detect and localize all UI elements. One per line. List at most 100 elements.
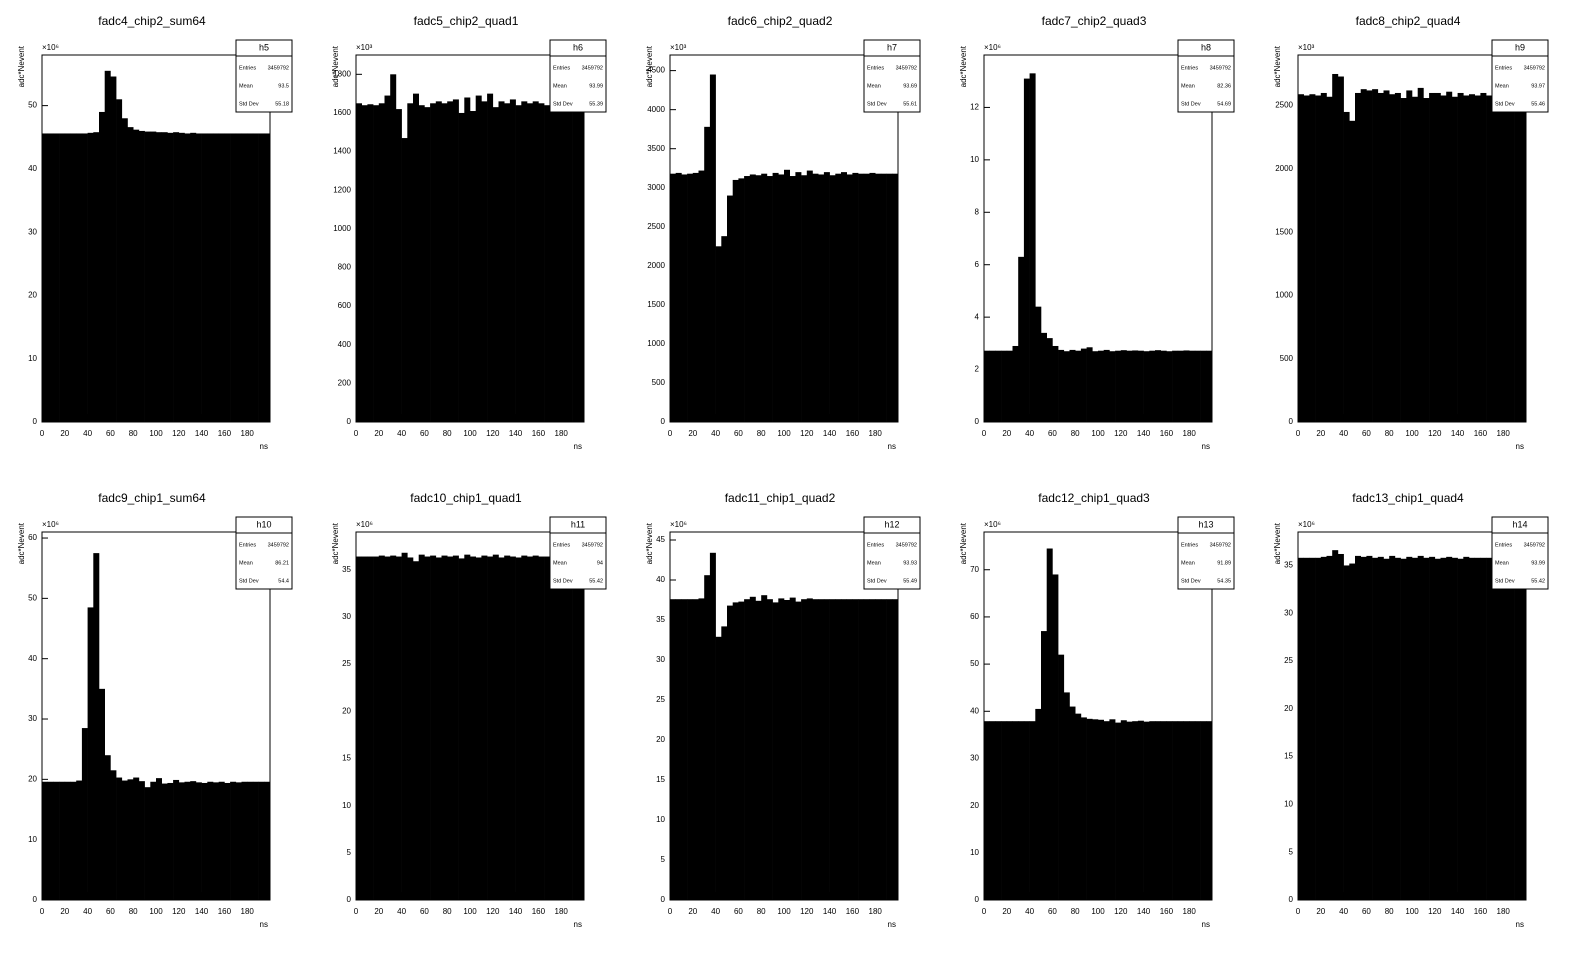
y-tick-label: 500 — [652, 378, 666, 387]
y-tick-label: 4000 — [647, 105, 665, 114]
histogram-bar — [578, 103, 585, 422]
stats-label: Mean — [867, 83, 881, 89]
histogram-bar — [1366, 555, 1373, 900]
x-tick-label: 120 — [800, 429, 814, 438]
stats-box — [863, 39, 921, 113]
x-tick-label: 180 — [241, 429, 255, 438]
histogram-bar — [373, 556, 380, 900]
histogram-bar — [247, 133, 254, 422]
histogram-bar — [692, 172, 699, 422]
y-tick-label: 800 — [338, 263, 352, 272]
histogram-bar — [133, 129, 140, 422]
y-tick-label: 500 — [1280, 354, 1294, 363]
stats-label: Std Dev — [553, 101, 573, 107]
histogram-bar — [1514, 94, 1521, 423]
histogram-bar — [384, 556, 391, 900]
x-tick-label: 100 — [149, 429, 163, 438]
histogram-panel: fadc5_chip2_quad102004006008001000120014… — [331, 14, 607, 451]
x-tick-label: 60 — [734, 907, 743, 916]
histogram-bar — [687, 173, 694, 422]
histogram-bar — [1115, 350, 1122, 422]
histogram-bar — [430, 555, 437, 900]
histogram-bar — [1303, 95, 1310, 422]
histogram-bar — [195, 133, 202, 422]
histogram-bar — [566, 556, 573, 900]
histogram-bar — [1434, 92, 1441, 422]
x-tick-label: 60 — [106, 907, 115, 916]
x-tick-label: 60 — [734, 429, 743, 438]
stats-value: 3459792 — [1210, 65, 1231, 71]
histogram-bar — [218, 133, 225, 422]
x-tick-label: 80 — [443, 907, 452, 916]
histogram-bar — [995, 721, 1002, 900]
y-tick-label: 1600 — [333, 108, 351, 117]
histogram-bar — [1029, 721, 1036, 900]
histogram-bar — [715, 636, 722, 900]
histogram-bar — [430, 103, 437, 422]
histogram-bar — [213, 782, 219, 900]
histogram-bar — [1503, 557, 1510, 900]
x-tick-label: 120 — [1428, 429, 1442, 438]
histogram-bar — [1012, 345, 1019, 422]
histogram-bar — [1326, 555, 1333, 900]
histogram-bar — [230, 133, 237, 422]
histogram-bar — [1109, 351, 1116, 422]
y-tick-label: 2000 — [1275, 164, 1293, 173]
histogram-bar — [1480, 557, 1487, 900]
histogram-bar — [1309, 94, 1316, 423]
histogram-bar — [1440, 557, 1447, 900]
y-tick-label: 1000 — [333, 224, 351, 233]
x-tick-label: 0 — [1296, 907, 1301, 916]
histogram-bar — [795, 172, 802, 422]
histogram-bar — [995, 350, 1002, 422]
y-tick-label: 40 — [656, 575, 665, 584]
histogram-bar — [863, 599, 870, 900]
histogram-panel: fadc11_chip1_quad2 0 5 10 15 20 25 30 35 40 45 0 20 4… — [645, 491, 921, 929]
histogram-bar — [772, 172, 779, 422]
histogram-bar — [138, 130, 145, 422]
y-axis-label: adc*Nevent — [331, 522, 340, 564]
histogram-bar — [104, 755, 111, 900]
histogram-bar — [195, 782, 202, 900]
histogram-bar — [1075, 713, 1082, 900]
histogram-bar — [178, 132, 185, 422]
histogram-bar — [1046, 338, 1053, 422]
histogram-bar — [1497, 557, 1504, 900]
stats-box — [549, 39, 607, 113]
histogram-bar — [190, 132, 197, 422]
y-tick-label: 60 — [28, 533, 37, 542]
y-tick-label: 10 — [970, 155, 979, 164]
histogram-bar — [1200, 350, 1207, 422]
histogram-bar — [127, 127, 134, 422]
histogram-bar — [475, 95, 482, 422]
histogram-bar — [727, 605, 733, 900]
stats-value: 3459792 — [582, 65, 603, 71]
x-tick-label: 160 — [1160, 429, 1174, 438]
x-tick-label: 140 — [1451, 429, 1465, 438]
stats-label: Mean — [1181, 83, 1195, 89]
histogram-panel: fadc8_chip2_quad4 0 500 1000 1500 2000 2500 0 20… — [1273, 14, 1549, 451]
stats-value: 3459792 — [896, 65, 917, 71]
x-tick-label: 60 — [420, 429, 429, 438]
stats-value: 55.49 — [903, 578, 917, 584]
x-tick-label: 160 — [218, 429, 232, 438]
histogram-bar — [1480, 92, 1487, 422]
x-tick-label: 80 — [757, 907, 766, 916]
stats-name: h9 — [1515, 42, 1525, 52]
y-tick-label: 30 — [28, 227, 37, 236]
y-tick-label: 10 — [28, 354, 37, 363]
y-axis-label: adc*Nevent — [17, 45, 26, 87]
x-tick-label: 20 — [1316, 429, 1325, 438]
histogram-bar — [1298, 557, 1304, 900]
histogram-bar — [846, 599, 853, 900]
y-axis-label: adc*Nevent — [1273, 45, 1282, 87]
histogram-bar — [1023, 721, 1030, 900]
histogram-bar — [1115, 722, 1122, 900]
y-tick-label: 2500 — [1275, 101, 1293, 110]
histogram-bar — [1315, 95, 1322, 422]
histogram-bar — [772, 602, 779, 900]
y-tick-label: 30 — [28, 714, 37, 723]
histogram-bar — [53, 781, 60, 900]
histogram-bar — [1069, 706, 1076, 900]
